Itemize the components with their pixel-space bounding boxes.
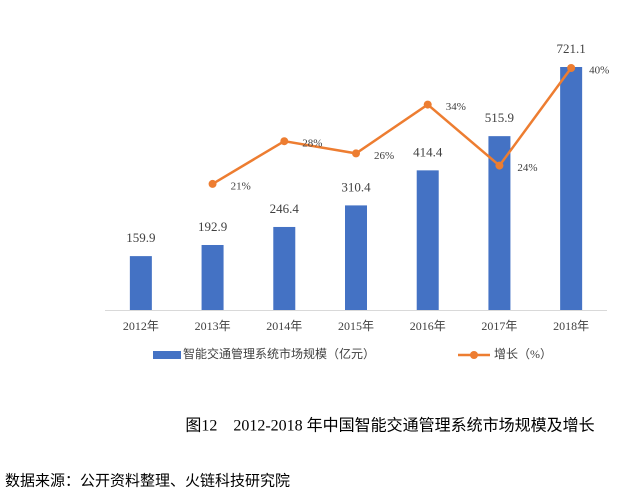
bar-label: 515.9 xyxy=(485,110,514,125)
bar xyxy=(273,226,296,310)
legend-label: 智能交通管理系统市场规模（亿元） xyxy=(183,346,375,361)
bar xyxy=(416,170,439,310)
line-label: 24% xyxy=(517,162,537,174)
bar xyxy=(345,205,367,310)
caption: 图12 2012-2018 年中国智能交通管理系统市场规模及增长 xyxy=(185,417,594,435)
line-point xyxy=(567,64,576,72)
line-point xyxy=(423,100,432,109)
bar-label: 721.1 xyxy=(557,41,586,56)
line-point xyxy=(208,179,217,188)
x-tick-label: 2013年 xyxy=(195,319,231,333)
line-point xyxy=(495,161,504,170)
bar xyxy=(201,244,224,310)
x-tick-label: 2017年 xyxy=(481,319,517,333)
bar xyxy=(129,256,152,310)
bar-label: 310.4 xyxy=(341,179,371,194)
bar-label: 192.9 xyxy=(198,219,227,234)
line-point xyxy=(352,149,360,158)
legend-swatch xyxy=(153,351,181,359)
bar xyxy=(488,136,511,310)
bar-label: 159.9 xyxy=(126,230,155,245)
line-label: 28% xyxy=(302,138,322,150)
line-label: 26% xyxy=(374,150,394,162)
line-label: 34% xyxy=(446,101,466,113)
x-tick-label: 2018年 xyxy=(553,319,589,333)
bar-label: 414.4 xyxy=(413,144,443,159)
line xyxy=(211,67,573,185)
bar xyxy=(560,67,583,310)
x-tick-label: 2016年 xyxy=(410,319,446,333)
line-label: 40% xyxy=(589,65,609,77)
source: 数据来源：公开资料整理、火链科技研究院 xyxy=(5,471,290,489)
x-tick-label: 2015年 xyxy=(338,319,374,333)
legend-swatch xyxy=(470,351,478,359)
line-label: 21% xyxy=(231,180,251,192)
legend-label: 增长（%） xyxy=(494,347,552,361)
line-point xyxy=(280,137,289,146)
x-tick-label: 2014年 xyxy=(266,319,302,333)
bar-label: 246.4 xyxy=(270,201,300,216)
x-tick-label: 2012年 xyxy=(123,319,159,333)
